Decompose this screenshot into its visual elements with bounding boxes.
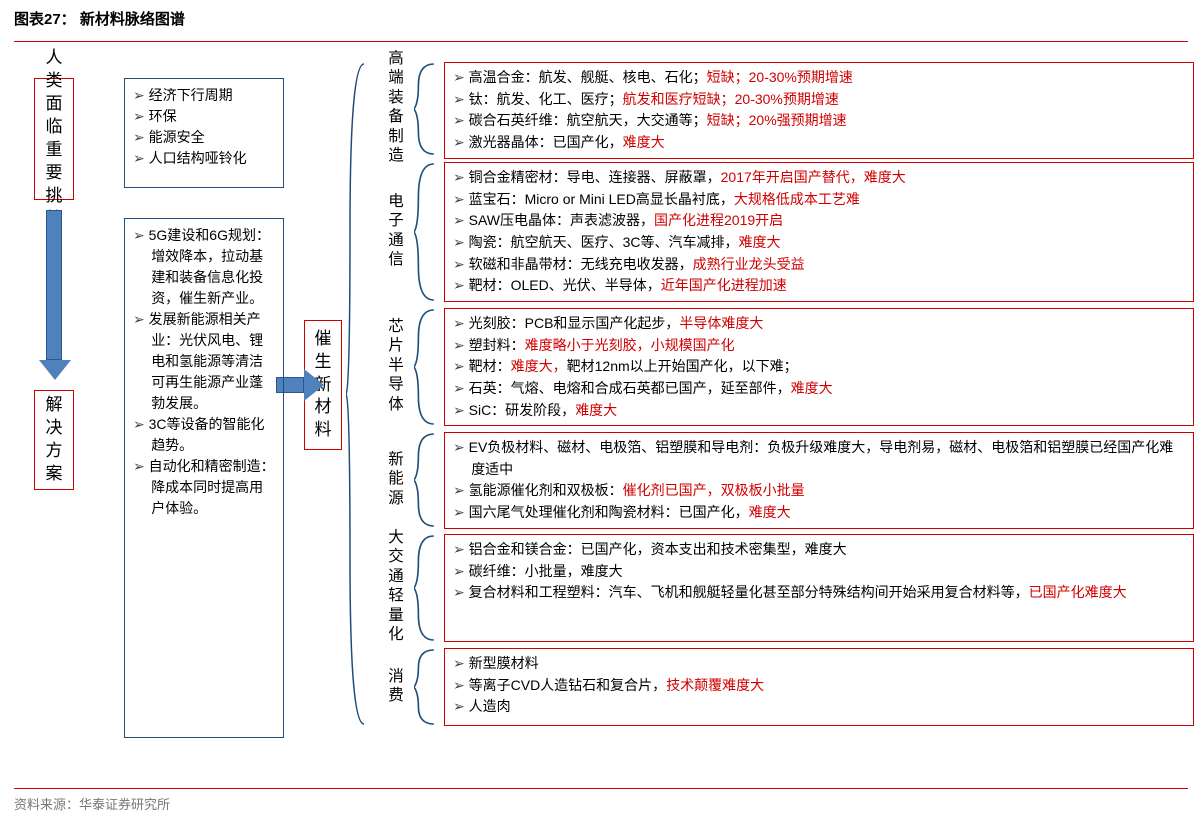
list-item: 经济下行周期 (133, 85, 275, 106)
row-item: 人造肉 (453, 696, 1185, 718)
row-item: SiC：研发阶段，难度大 (453, 400, 1185, 422)
row-item: 碳纤维：小批量，难度大 (453, 561, 1185, 583)
row-box: 铝合金和镁合金：已国产化，资本支出和技术密集型，难度大碳纤维：小批量，难度大复合… (444, 534, 1194, 642)
row-item: 光刻胶：PCB和显示国产化起步，半导体难度大 (453, 313, 1185, 335)
brace-row (414, 648, 436, 726)
row-item: 软磁和非晶带材：无线充电收发器，成熟行业龙头受益 (453, 254, 1185, 276)
source-text: 资料来源：华泰证券研究所 (14, 794, 170, 813)
top-rule (14, 41, 1188, 42)
list-item: 5G建设和6G规划：增效降本，拉动基建和装备信息化投资，催生新产业。 (133, 225, 275, 309)
row-item: 铝合金和镁合金：已国产化，资本支出和技术密集型，难度大 (453, 539, 1185, 561)
list-solutions: 5G建设和6G规划：增效降本，拉动基建和装备信息化投资，催生新产业。发展新能源相… (124, 218, 284, 738)
row-item: 激光器晶体：已国产化，难度大 (453, 132, 1185, 154)
row-item: EV负极材料、磁材、电极箔、铝塑膜和导电剂：负极升级难度大，导电剂易，磁材、电极… (453, 437, 1185, 480)
list-item: 自动化和精密制造：降成本同时提高用户体验。 (133, 456, 275, 519)
row-label: 新能源 (382, 450, 410, 508)
row-item: 氢能源催化剂和双极板：催化剂已国产，双极板小批量 (453, 480, 1185, 502)
row-item: 靶材：OLED、光伏、半导体，近年国产化进程加速 (453, 275, 1185, 297)
brace-main (346, 62, 366, 726)
box-challenge: 人类面临重要挑战 (34, 78, 74, 200)
row-item: 塑封料：难度略小于光刻胶，小规模国产化 (453, 335, 1185, 357)
brace-row (414, 62, 436, 156)
brace-row (414, 162, 436, 302)
row-label: 高端装备制造 (382, 49, 410, 165)
row-box: 铜合金精密材：导电、连接器、屏蔽罩，2017年开启国产替代，难度大蓝宝石：Mic… (444, 162, 1194, 302)
row-item: SAW压电晶体：声表滤波器，国产化进程2019开启 (453, 210, 1185, 232)
row-box: 光刻胶：PCB和显示国产化起步，半导体难度大塑封料：难度略小于光刻胶，小规模国产… (444, 308, 1194, 426)
brace-row (414, 308, 436, 426)
row-item: 国六尾气处理催化剂和陶瓷材料：已国产化，难度大 (453, 502, 1185, 524)
list-item: 环保 (133, 106, 275, 127)
diagram-stage: 人类面临重要挑战 解决方案 催生新材料 经济下行周期环保能源安全人口结构哑铃化 … (14, 50, 1188, 780)
row-item: 复合材料和工程塑料：汽车、飞机和舰艇轻量化甚至部分特殊结构间开始采用复合材料等，… (453, 582, 1185, 604)
chart-title: 图表27： 新材料脉络图谱 (14, 8, 1188, 33)
box-solution: 解决方案 (34, 390, 74, 490)
row-item: 靶材：难度大，靶材12nm以上开始国产化，以下难； (453, 356, 1185, 378)
row-item: 等离子CVD人造钻石和复合片，技术颠覆难度大 (453, 675, 1185, 697)
list-item: 发展新能源相关产业：光伏风电、锂电和氢能源等清洁可再生能源产业蓬勃发展。 (133, 309, 275, 414)
brace-row (414, 534, 436, 642)
brace-row (414, 432, 436, 528)
row-box: 新型膜材料等离子CVD人造钻石和复合片，技术颠覆难度大人造肉 (444, 648, 1194, 726)
row-item: 铜合金精密材：导电、连接器、屏蔽罩，2017年开启国产替代，难度大 (453, 167, 1185, 189)
row-item: 高温合金：航发、舰艇、核电、石化；短缺；20-30%预期增速 (453, 67, 1185, 89)
row-item: 碳合石英纤维：航空航天，大交通等；短缺；20%强预期增速 (453, 110, 1185, 132)
row-item: 钛：航发、化工、医疗；航发和医疗短缺；20-30%预期增速 (453, 89, 1185, 111)
row-box: EV负极材料、磁材、电极箔、铝塑膜和导电剂：负极升级难度大，导电剂易，磁材、电极… (444, 432, 1194, 529)
row-label: 大交通轻量化 (382, 528, 410, 644)
row-label: 芯片半导体 (382, 317, 410, 414)
row-item: 石英：气熔、电熔和合成石英都已国产，延至部件，难度大 (453, 378, 1185, 400)
row-label: 消费 (382, 667, 410, 706)
row-item: 新型膜材料 (453, 653, 1185, 675)
list-item: 3C等设备的智能化趋势。 (133, 414, 275, 456)
row-item: 陶瓷：航空航天、医疗、3C等、汽车减排，难度大 (453, 232, 1185, 254)
row-box: 高温合金：航发、舰艇、核电、石化；短缺；20-30%预期增速钛：航发、化工、医疗… (444, 62, 1194, 159)
bottom-rule (14, 788, 1188, 789)
row-label: 电子通信 (382, 192, 410, 270)
list-item: 人口结构哑铃化 (133, 148, 275, 169)
row-item: 蓝宝石：Micro or Mini LED高显长晶衬底，大规格低成本工艺难 (453, 189, 1185, 211)
arrow-down-icon (39, 210, 69, 380)
list-challenges: 经济下行周期环保能源安全人口结构哑铃化 (124, 78, 284, 188)
list-item: 能源安全 (133, 127, 275, 148)
